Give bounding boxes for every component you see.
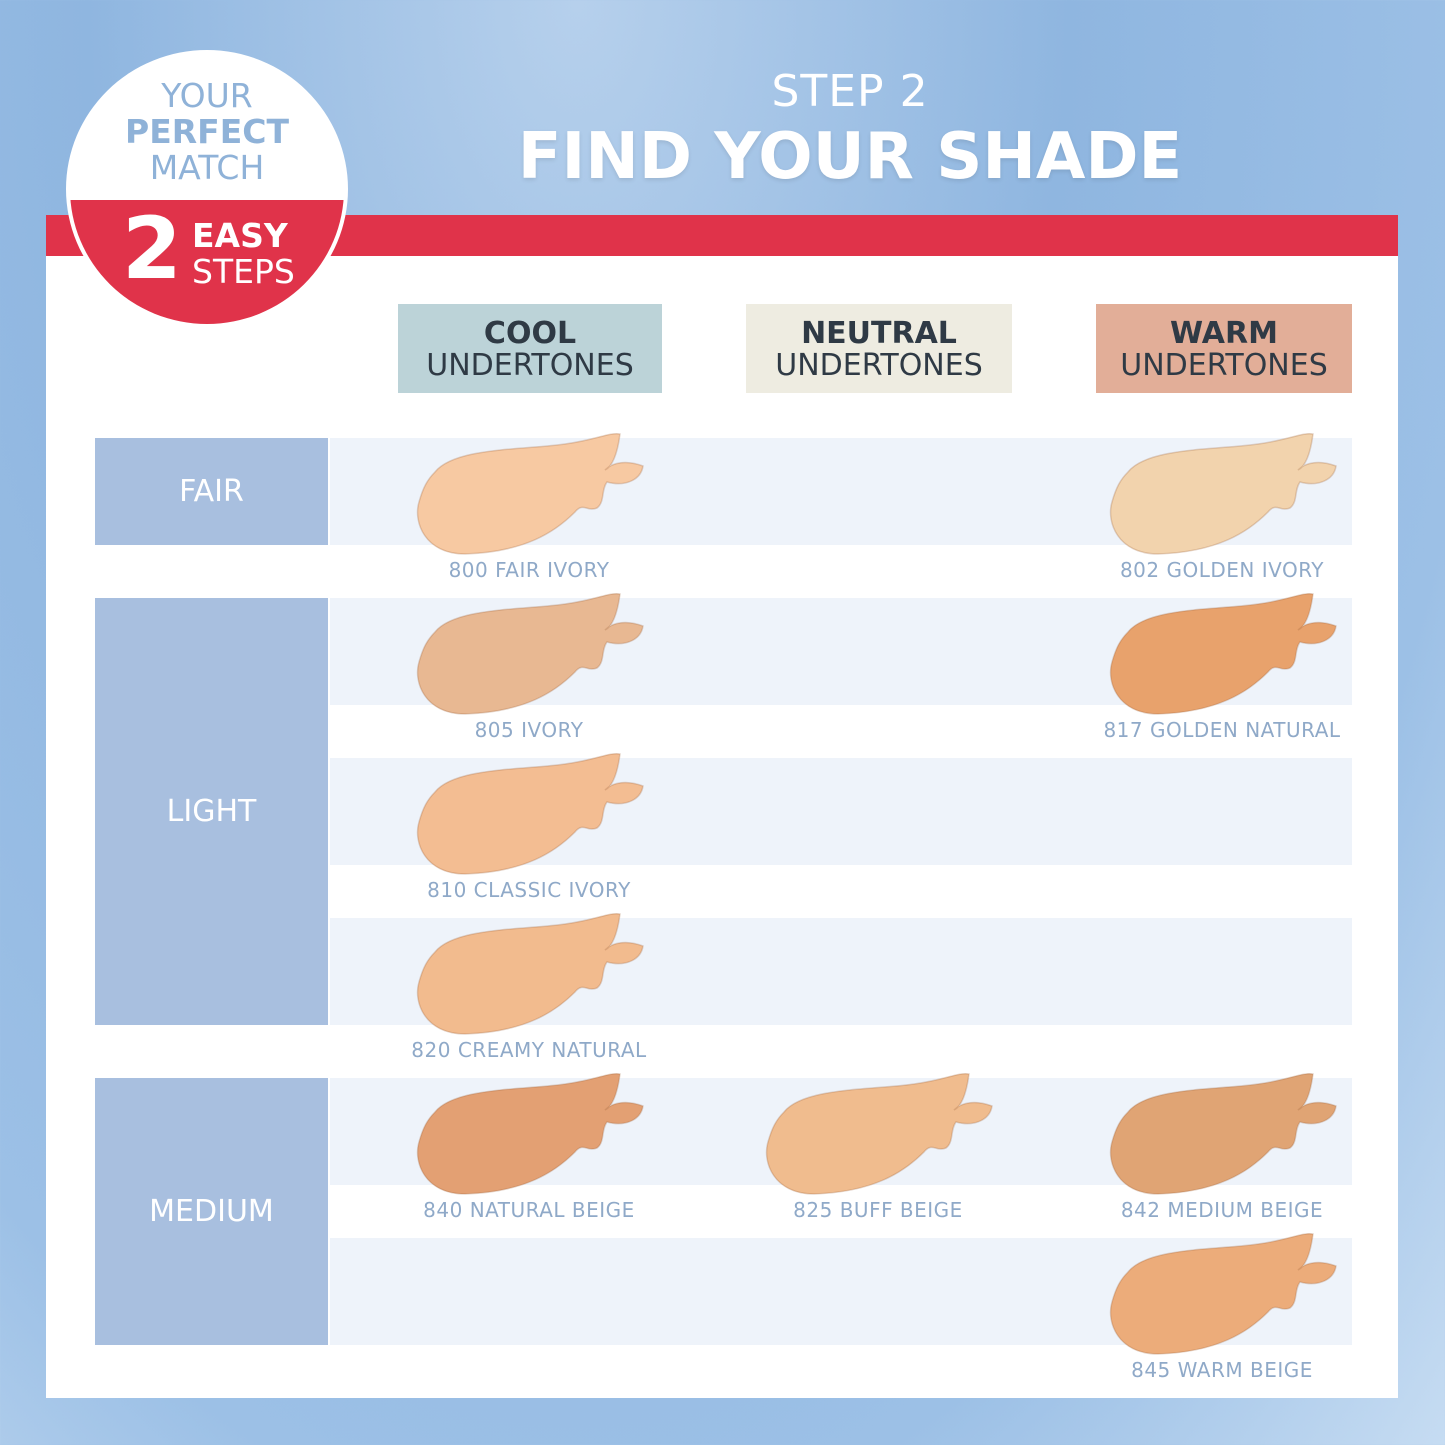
shade-label: 800 FAIR IVORY [448, 558, 610, 582]
shade-label: 840 NATURAL BEIGE [423, 1198, 635, 1222]
badge-line: EASY [192, 216, 288, 255]
shade-label: 845 WARM BEIGE [1131, 1358, 1313, 1382]
undertone-header-cool: COOL UNDERTONES [398, 304, 662, 393]
undertone-sub: UNDERTONES [426, 348, 634, 383]
badge-line: PERFECT [125, 112, 289, 151]
shade-label: 820 CREAMY NATURAL [411, 1038, 647, 1062]
badge-line: STEPS [192, 252, 295, 291]
perfect-match-badge: YOUR PERFECT MATCH 2 EASY STEPS [66, 50, 348, 328]
shade-swatch[interactable] [1108, 1072, 1340, 1197]
shade-label: 825 BUFF BEIGE [793, 1198, 963, 1222]
badge-number: 2 [122, 199, 182, 299]
undertone-header-warm: WARM UNDERTONES [1096, 304, 1352, 393]
undertone-name: NEUTRAL [801, 316, 957, 351]
shade-swatch[interactable] [1108, 1232, 1340, 1357]
badge-line: MATCH [149, 148, 265, 187]
shade-label: 810 CLASSIC IVORY [427, 878, 631, 902]
shade-swatch[interactable] [415, 432, 647, 557]
shade-label: 817 GOLDEN NATURAL [1103, 718, 1341, 742]
undertone-name: WARM [1170, 316, 1278, 351]
shade-swatch[interactable] [415, 1072, 647, 1197]
undertone-name: COOL [483, 316, 577, 351]
category-fair: FAIR [95, 438, 328, 545]
shade-swatch[interactable] [1108, 592, 1340, 717]
shade-label: 842 MEDIUM BEIGE [1120, 1198, 1324, 1222]
shade-swatch[interactable] [1108, 432, 1340, 557]
step-label: STEP 2 [771, 66, 929, 117]
category-medium: MEDIUM [95, 1078, 328, 1345]
badge-line: YOUR [161, 76, 253, 115]
undertone-header-neutral: NEUTRAL UNDERTONES [746, 304, 1012, 393]
shade-swatch[interactable] [415, 752, 647, 877]
shade-swatch[interactable] [415, 912, 647, 1037]
page-title: FIND YOUR SHADE [517, 120, 1183, 194]
undertone-sub: UNDERTONES [775, 348, 983, 383]
shade-label: 805 IVORY [474, 718, 584, 742]
undertone-sub: UNDERTONES [1120, 348, 1328, 383]
category-light: LIGHT [95, 598, 328, 1025]
shade-swatch[interactable] [764, 1072, 996, 1197]
shade-swatch[interactable] [415, 592, 647, 717]
shade-label: 802 GOLDEN IVORY [1119, 558, 1325, 582]
